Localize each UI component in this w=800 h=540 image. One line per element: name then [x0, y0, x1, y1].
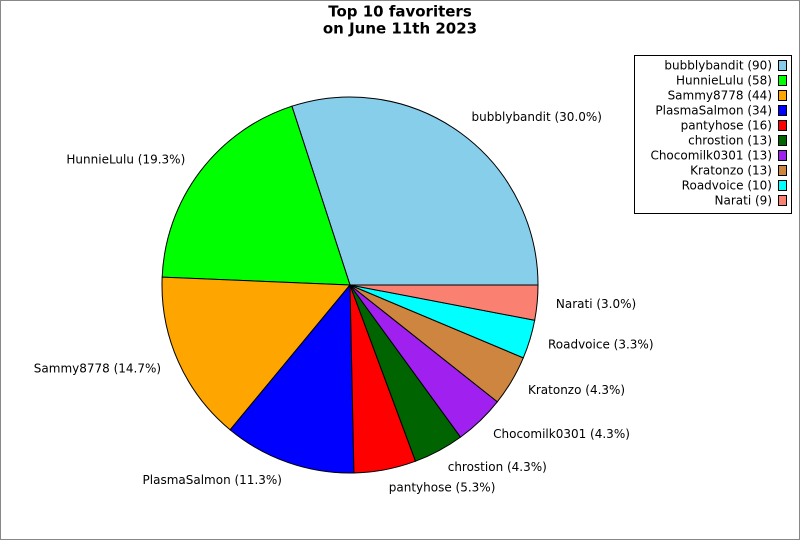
- legend: [634, 55, 792, 214]
- pie-slice: [161, 276, 352, 431]
- slice-label: chrostion (4.3%): [448, 460, 547, 474]
- legend-label: Roadvoice (10): [682, 179, 772, 193]
- chart-title: on June 11th 2023: [323, 20, 477, 38]
- slice-label: HunnieLulu (19.3%): [66, 152, 185, 166]
- pie-slice: [291, 96, 539, 286]
- legend-swatch: [778, 105, 787, 116]
- pie-slice: [349, 284, 539, 321]
- legend-label: Narati (9): [715, 194, 772, 208]
- legend-swatch: [778, 135, 787, 146]
- pie-slice: [161, 105, 351, 286]
- legend-label: pantyhose (16): [681, 119, 772, 133]
- legend-label: HunnieLulu (58): [676, 74, 772, 88]
- slice-label: pantyhose (5.3%): [389, 481, 496, 495]
- slice-label: PlasmaSalmon (11.3%): [143, 473, 282, 487]
- legend-label: Kratonzo (13): [690, 164, 772, 178]
- slice-label: Sammy8778 (14.7%): [34, 362, 161, 376]
- legend-swatch: [778, 120, 787, 131]
- legend-label: Sammy8778 (44): [668, 89, 772, 103]
- slice-label: Roadvoice (3.3%): [548, 337, 654, 351]
- legend-swatch: [778, 60, 787, 71]
- legend-swatch: [778, 150, 787, 161]
- legend-label: chrostion (13): [688, 134, 772, 148]
- slice-label: bubblybandit (30.0%): [472, 110, 602, 124]
- legend-swatch: [778, 180, 787, 191]
- slice-label: Chocomilk0301 (4.3%): [493, 427, 630, 441]
- legend-swatch: [778, 75, 787, 86]
- legend-label: bubblybandit (90): [664, 59, 772, 73]
- pie-slice: [229, 283, 355, 474]
- legend-swatch: [778, 195, 787, 206]
- slice-label: Kratonzo (4.3%): [528, 383, 625, 397]
- slice-label: Narati (3.0%): [556, 297, 636, 311]
- chart-title: Top 10 favoriters: [328, 3, 472, 21]
- legend-swatch: [778, 90, 787, 101]
- legend-label: PlasmaSalmon (34): [655, 104, 772, 118]
- legend-swatch: [778, 165, 787, 176]
- legend-label: Chocomilk0301 (13): [650, 149, 772, 163]
